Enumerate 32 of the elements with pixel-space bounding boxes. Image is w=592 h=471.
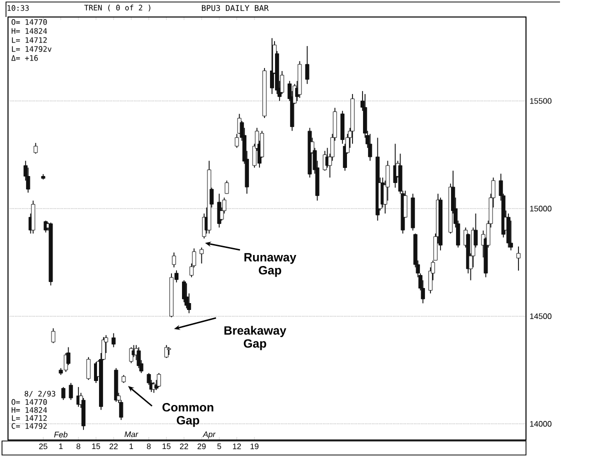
chart-title: BPU3 DAILY BAR	[202, 4, 269, 12]
annotation: Breakaway Gap	[224, 326, 286, 350]
y-tick-label: 15500	[530, 98, 552, 104]
y-tick-label: 15000	[530, 206, 552, 212]
x2-tick-label: Mar	[124, 432, 138, 438]
candlestick	[516, 246, 520, 272]
x-tick-label: 22	[110, 444, 118, 450]
x-tick-label: 8	[76, 444, 80, 450]
x-tick-label: 19	[250, 444, 258, 450]
annotation: Common Gap	[162, 403, 214, 427]
candlestick	[305, 46, 310, 84]
x-tick-label: 29	[198, 444, 206, 450]
annotation: Runaway Gap	[244, 253, 296, 277]
x2-tick-label: Apr	[202, 432, 216, 439]
x-tick-label: 22	[180, 444, 188, 450]
candlestick	[224, 180, 229, 194]
candlestick	[200, 247, 204, 264]
x2-tick-label: Feb	[54, 432, 68, 438]
y-tick-label: 14500	[530, 313, 552, 320]
x-tick-label: 15	[162, 444, 171, 450]
x-tick-label: 25	[39, 444, 48, 450]
x-tick-label: 8	[146, 444, 151, 450]
candlestick	[184, 282, 189, 309]
candlestick	[368, 133, 372, 162]
candlestick	[172, 252, 176, 268]
x-tick-label: 1	[59, 444, 63, 450]
x-tick-label: 5	[217, 444, 222, 450]
x-tick-label: 15	[92, 444, 100, 450]
candlestick	[136, 346, 141, 369]
x-tick-label: 1	[130, 444, 134, 450]
x-tick-label: 12	[232, 444, 241, 450]
y-tick-label: 14000	[530, 421, 552, 427]
